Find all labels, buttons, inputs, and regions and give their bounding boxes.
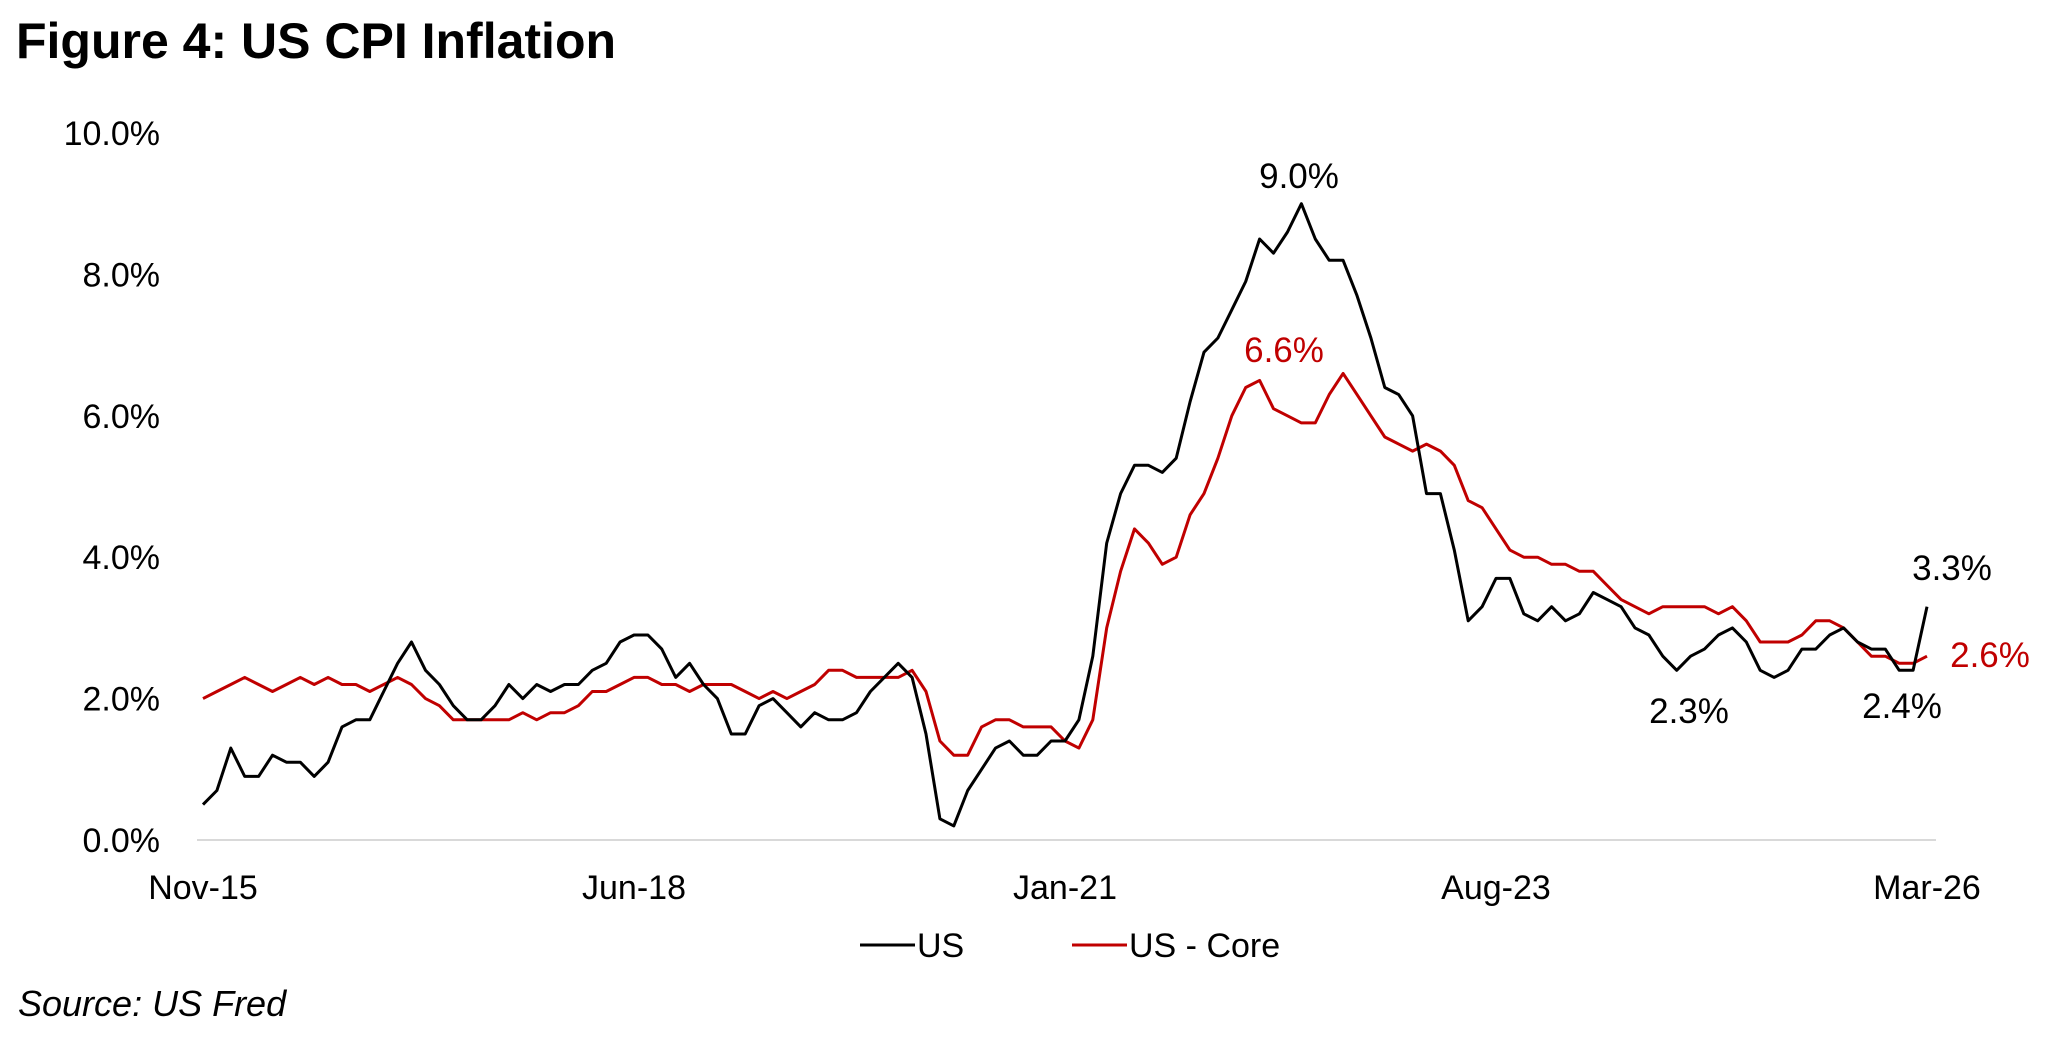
series-line-us [201, 202, 1929, 828]
y-axis: 0.0% 2.0% 4.0% 6.0% 8.0% 10.0% [64, 115, 160, 860]
y-tick-label: 2.0% [83, 681, 161, 719]
legend: US US - Core [860, 927, 1280, 965]
x-axis: Nov-15 Jun-18 Jan-21 Aug-23 Mar-26 [148, 869, 1981, 907]
x-tick-label: Aug-23 [1441, 869, 1551, 907]
y-tick-label: 4.0% [83, 539, 161, 577]
legend-item-us: US [860, 927, 964, 965]
legend-label-us: US [917, 927, 964, 965]
annotation-us-2026-low: 2.4% [1862, 687, 1942, 726]
y-tick-label: 8.0% [83, 256, 161, 294]
annotation-us-2024-low: 2.3% [1649, 692, 1729, 731]
y-tick-label: 10.0% [64, 115, 160, 153]
legend-label-us-core: US - Core [1129, 927, 1280, 965]
legend-item-us-core: US - Core [1072, 927, 1280, 965]
annotation-us-latest: 3.3% [1912, 549, 1992, 588]
plot-area [201, 202, 1929, 828]
annotation-us-peak: 9.0% [1259, 157, 1339, 196]
x-tick-label: Nov-15 [148, 869, 258, 907]
x-tick-label: Mar-26 [1873, 869, 1981, 907]
y-tick-label: 0.0% [83, 822, 161, 860]
annotation-core-latest: 2.6% [1950, 636, 2030, 675]
chart-title: Figure 4: US CPI Inflation [16, 13, 616, 69]
x-tick-label: Jun-18 [582, 869, 686, 907]
annotation-core-peak: 6.6% [1244, 331, 1324, 370]
y-tick-label: 6.0% [83, 398, 161, 436]
x-tick-label: Jan-21 [1013, 869, 1117, 907]
source-note: Source: US Fred [18, 983, 287, 1024]
